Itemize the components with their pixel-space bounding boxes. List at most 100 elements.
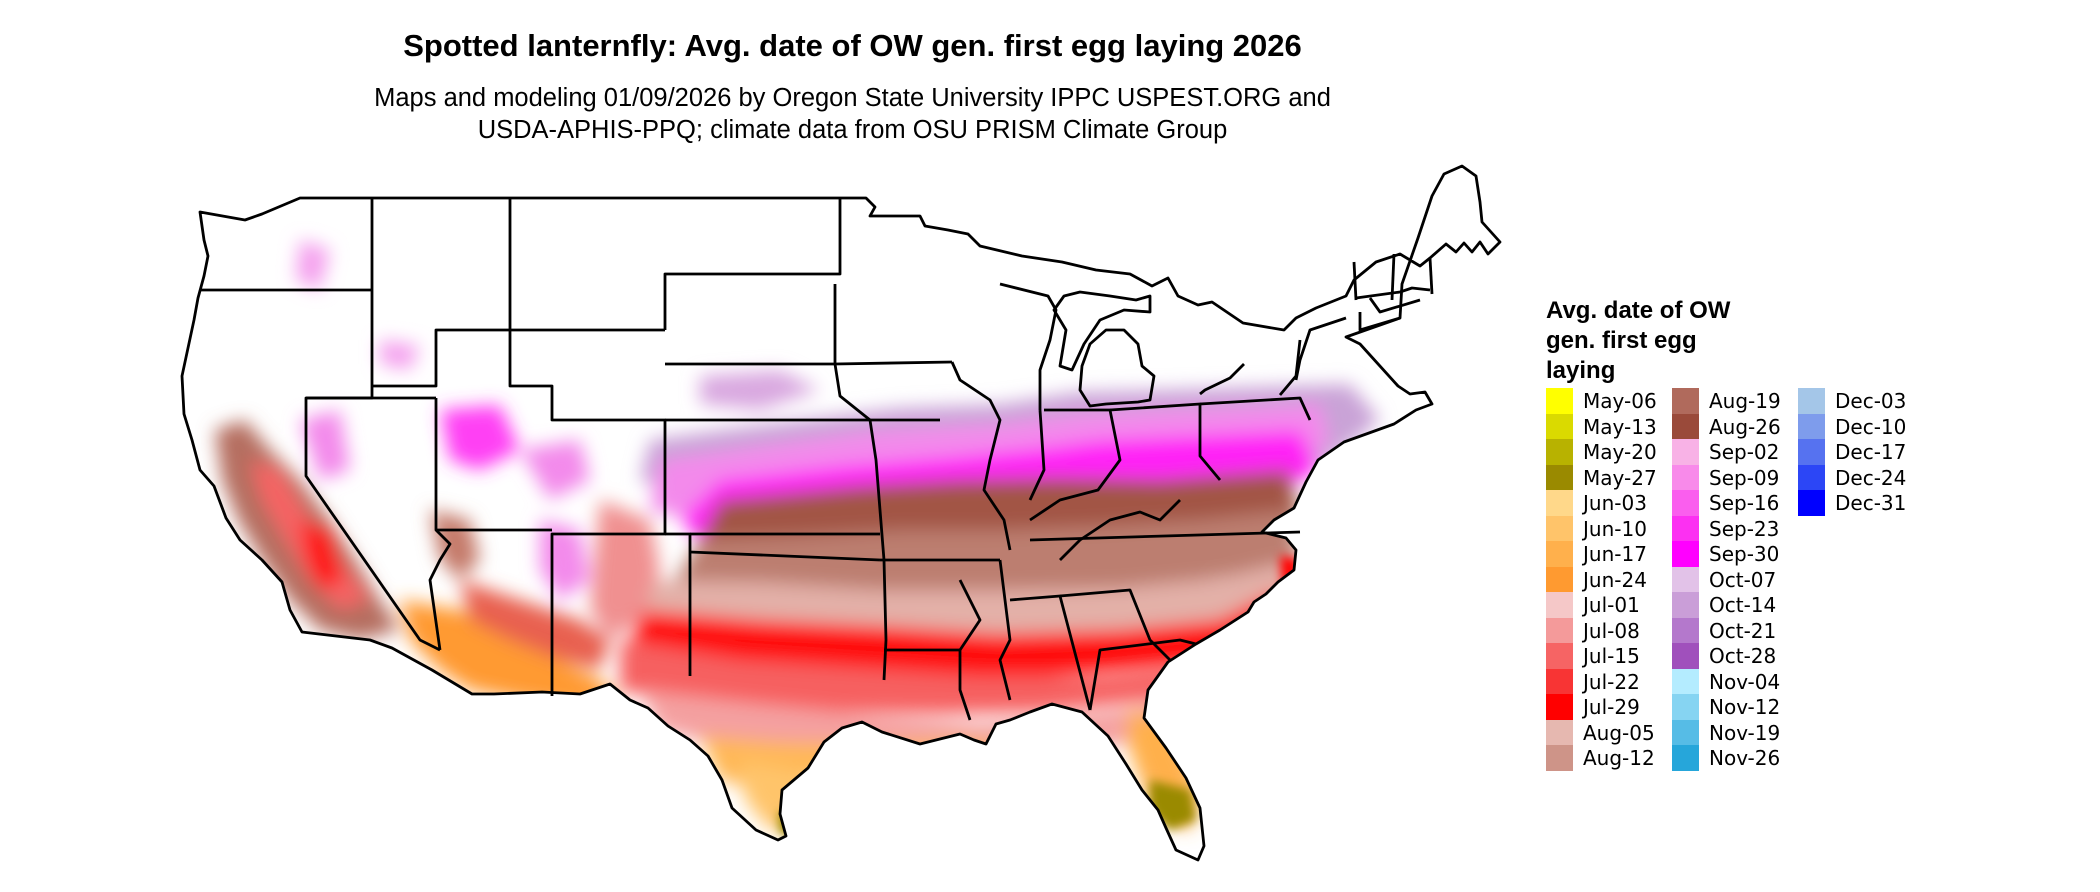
legend-label: Jul-15 [1583,644,1640,668]
legend-swatch [1546,413,1573,440]
legend-swatch [1546,643,1573,669]
legend-swatch [1672,413,1699,440]
legend-label: Dec-03 [1835,389,1907,413]
legend-label: Jul-22 [1583,669,1640,694]
legend-item: Dec-24 [1798,464,1907,491]
legend-label: Sep-16 [1709,491,1780,515]
legend-swatch [1672,515,1699,542]
legend-item: Nov-12 [1672,694,1780,720]
map-subtitle-line-1: Maps and modeling 01/09/2026 by Oregon S… [374,84,1331,112]
legend-item: Oct-07 [1672,566,1777,593]
legend-item: Dec-03 [1798,388,1906,414]
legend-swatch [1798,490,1825,516]
legend-label: Oct-21 [1709,618,1777,643]
legend-swatch [1546,745,1573,771]
legend-item: Jun-03 [1546,490,1647,516]
legend-swatch [1672,617,1699,644]
legend-item: Dec-17 [1798,439,1906,465]
legend-item: Aug-26 [1672,413,1781,440]
legend-label: Jul-29 [1583,695,1640,719]
legend-item: Oct-28 [1672,643,1776,669]
legend-label: Sep-23 [1709,516,1780,541]
legend-item: Jul-29 [1546,694,1640,720]
legend-swatch [1546,668,1573,695]
legend-swatch [1672,490,1699,516]
legend-swatch [1546,592,1573,618]
legend-item: Nov-19 [1672,719,1781,746]
legend-swatch [1798,439,1825,465]
legend-item: May-06 [1546,388,1657,414]
legend-swatch [1546,541,1573,567]
legend-swatch [1672,388,1699,414]
legend-item: Nov-26 [1672,745,1780,771]
heatmap-regions [215,240,1380,836]
legend-label: Oct-14 [1709,593,1777,617]
legend-swatch [1546,388,1573,414]
legend-item: Aug-05 [1546,719,1655,746]
legend-item: Jul-22 [1546,668,1640,695]
legend-item: Aug-19 [1672,388,1781,414]
legend-label: Jun-24 [1583,567,1647,592]
legend-label: May-13 [1583,414,1657,439]
legend-label: Sep-09 [1709,465,1780,490]
legend-item: Jul-08 [1546,617,1640,644]
legend-label: Jun-17 [1583,542,1647,566]
legend-swatch [1546,490,1573,516]
legend-label: Nov-04 [1709,669,1781,694]
legend-item: May-13 [1546,413,1657,440]
legend-item: May-27 [1546,464,1657,491]
legend-swatch [1546,515,1573,542]
legend-item: Sep-23 [1672,515,1780,542]
legend-item: Jul-01 [1546,592,1640,618]
legend-swatch [1798,413,1825,440]
legend-swatch [1672,719,1699,746]
legend-swatch [1672,464,1699,491]
legend-item: Nov-04 [1672,668,1781,695]
legend-label: Oct-28 [1709,644,1777,668]
legend-label: Aug-19 [1709,389,1781,413]
legend-label: May-27 [1583,465,1657,490]
legend-label: Jul-01 [1583,593,1640,617]
legend-title-line-1: Avg. date of OW [1546,297,1731,324]
legend-title-line-3: laying [1546,357,1616,384]
state-boundaries [180,164,1502,862]
legend-label: Jul-08 [1583,618,1640,643]
legend-label: Aug-05 [1583,720,1655,745]
legend-item: Jun-10 [1546,515,1647,542]
legend-swatch [1546,439,1573,465]
legend-item: Sep-16 [1672,490,1779,516]
legend-item: Sep-09 [1672,464,1780,491]
legend-label: Nov-26 [1709,746,1781,770]
legend-swatch [1672,566,1699,593]
legend-label: Aug-12 [1583,746,1655,770]
legend-swatch [1672,694,1699,720]
legend-swatch [1546,464,1573,491]
legend-title-line-2: gen. first egg [1546,327,1697,354]
legend-swatch [1798,464,1825,491]
legend-item: Jun-17 [1546,541,1647,567]
legend-item: Jul-15 [1546,643,1640,669]
legend-item: Sep-02 [1672,439,1779,465]
legend-label: Jun-10 [1583,516,1647,541]
legend-title: Avg. date of OW gen. first egg laying [1546,296,1806,386]
legend-item: Jun-24 [1546,566,1647,593]
legend-label: Oct-07 [1709,567,1777,592]
legend-label: Dec-24 [1835,465,1907,490]
legend-label: Sep-02 [1709,440,1780,464]
legend-swatch [1546,617,1573,644]
legend-item: Oct-14 [1672,592,1776,618]
legend-label: Dec-10 [1835,414,1907,439]
legend-label: May-20 [1583,440,1657,464]
legend-label: Nov-19 [1709,720,1781,745]
legend-label: Dec-17 [1835,440,1907,464]
legend-label: Dec-31 [1835,491,1907,515]
legend-swatch [1672,439,1699,465]
legend-item: Sep-30 [1672,541,1779,567]
map-subtitle-line-2: USDA-APHIS-PPQ; climate data from OSU PR… [477,116,1228,144]
legend-item: Aug-12 [1546,745,1655,771]
legend-label: Nov-12 [1709,695,1781,719]
legend-swatch [1672,592,1699,618]
legend-item: Dec-31 [1798,490,1906,516]
legend-swatch [1546,719,1573,746]
